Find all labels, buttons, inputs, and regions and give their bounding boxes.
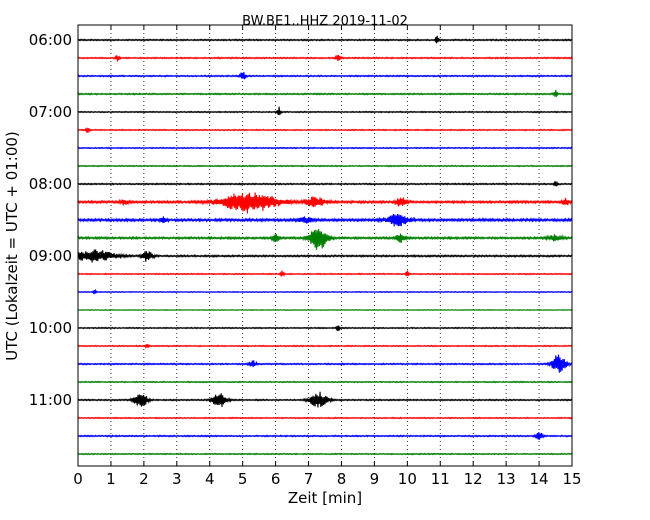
x-tick-label: 2 xyxy=(139,470,149,488)
x-tick-label: 9 xyxy=(370,470,380,488)
chart-title: BW.BE1..HHZ 2019-11-02 xyxy=(242,14,408,29)
vertical-grid xyxy=(110,25,540,466)
trace-0800 xyxy=(77,180,573,187)
trace-1130 xyxy=(77,432,573,440)
x-tick-label: 0 xyxy=(73,470,83,488)
x-tick-label: 3 xyxy=(172,470,182,488)
y-tick-label: 07:00 xyxy=(29,103,72,121)
trace-1015 xyxy=(77,343,573,350)
trace-1145 xyxy=(77,452,573,456)
trace-1030 xyxy=(77,354,573,373)
y-axis-label: UTC (Lokalzeit = UTC + 01:00) xyxy=(3,131,21,361)
x-axis-label: Zeit [min] xyxy=(288,489,362,507)
plot-frame xyxy=(77,24,573,467)
trace-0930 xyxy=(77,288,573,295)
x-tick-label: 12 xyxy=(464,470,483,488)
y-tick-label: 09:00 xyxy=(29,247,72,265)
trace-0815 xyxy=(77,192,573,214)
trace-0645 xyxy=(77,89,573,97)
trace-0600 xyxy=(77,35,573,44)
trace-0615 xyxy=(77,54,573,62)
x-tick-label: 13 xyxy=(497,470,516,488)
trace-0715 xyxy=(77,127,573,134)
x-tick-label: 5 xyxy=(238,470,248,488)
x-tick-label: 10 xyxy=(398,470,417,488)
trace-1100 xyxy=(77,391,573,408)
trace-0915 xyxy=(77,270,573,277)
trace-0745 xyxy=(77,164,573,168)
y-tick-label: 11:00 xyxy=(29,391,72,409)
x-tick-label: 1 xyxy=(106,470,116,488)
y-tick-label: 08:00 xyxy=(29,175,72,193)
trace-0900 xyxy=(77,249,573,263)
x-tick-label: 14 xyxy=(530,470,549,488)
x-tick-label: 8 xyxy=(337,470,347,488)
trace-0845 xyxy=(77,228,573,250)
trace-0945 xyxy=(77,308,573,312)
y-tick-label: 06:00 xyxy=(29,31,72,49)
trace-group xyxy=(77,35,573,456)
x-tick-label: 11 xyxy=(431,470,450,488)
x-tick-label: 4 xyxy=(205,470,215,488)
trace-1000 xyxy=(77,325,573,332)
y-tick-label: 10:00 xyxy=(29,319,72,337)
y-axis-ticks: 06:00 07:00 08:00 09:00 10:00 11:00 xyxy=(29,31,572,409)
x-tick-label: 7 xyxy=(304,470,314,488)
trace-1115 xyxy=(77,416,573,420)
trace-0630 xyxy=(77,71,573,80)
trace-0700 xyxy=(77,106,573,116)
x-tick-label: 6 xyxy=(271,470,281,488)
trace-0730 xyxy=(77,146,573,150)
x-tick-label: 15 xyxy=(562,470,581,488)
x-axis-ticks: 0 1 2 3 4 5 6 7 8 9 10 11 12 13 14 15 xyxy=(73,25,582,488)
trace-0830 xyxy=(77,213,573,227)
trace-1045 xyxy=(77,380,573,384)
